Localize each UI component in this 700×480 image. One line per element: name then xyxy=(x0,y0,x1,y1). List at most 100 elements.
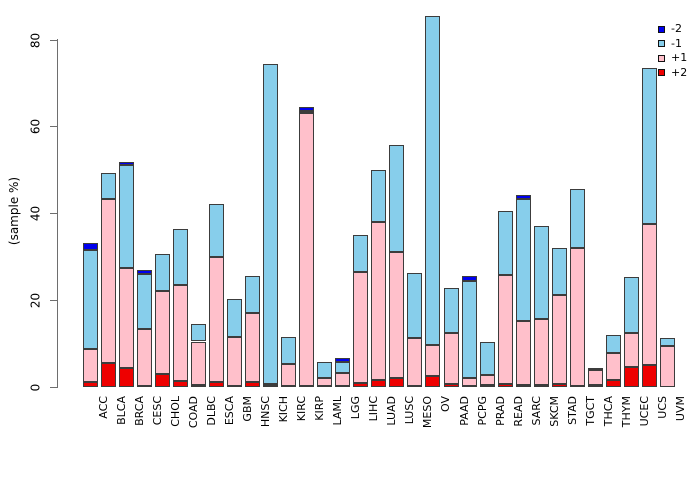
x-axis-label-OV: OV xyxy=(439,396,453,412)
bar-segment-THYM-+2 xyxy=(605,380,621,387)
bar-segment-LUSC--1 xyxy=(389,145,405,252)
bar-segment-STAD-+2 xyxy=(551,383,567,387)
bar-segment-UCEC-+2 xyxy=(624,366,639,387)
bar-segment-UVM--1 xyxy=(660,338,676,346)
bar-segment-ACC-+1 xyxy=(82,349,98,382)
x-axis-label-THCA: THCA xyxy=(601,396,615,427)
legend-label-+1: +1 xyxy=(671,51,688,65)
bar-segment-HNSC-+1 xyxy=(244,312,260,382)
bar-segment-PAAD-+1 xyxy=(443,333,459,384)
x-axis-label-PAAD: PAAD xyxy=(457,396,471,426)
bar-segment-KIRP--1 xyxy=(299,110,315,113)
x-axis-label-CHOL: CHOL xyxy=(168,396,182,427)
bar-segment-BRCA-+1 xyxy=(118,268,134,368)
x-axis-label-SARC: SARC xyxy=(529,396,543,426)
bar-segment-STAD--1 xyxy=(551,248,567,296)
y-axis-tick-label: 60 xyxy=(28,119,43,135)
x-axis-label-CESC: CESC xyxy=(150,396,164,426)
bar-segment-LAML--1 xyxy=(317,361,333,379)
bar-segment-LIHC-+1 xyxy=(353,271,369,383)
legend-label--1: -1 xyxy=(671,36,682,50)
x-axis-label-TGCT: TGCT xyxy=(583,396,597,426)
bar-segment-BRCA--2 xyxy=(118,162,134,166)
bar-segment-THCA-+1 xyxy=(587,369,603,386)
x-axis-label-UCEC: UCEC xyxy=(638,396,651,427)
bar-segment-PRAD-+1 xyxy=(479,374,495,385)
bar-segment-THCA--1 xyxy=(587,367,603,370)
x-axis-label-STAD: STAD xyxy=(565,396,579,425)
bar-segment-ACC--1 xyxy=(82,250,98,350)
y-axis-tick xyxy=(50,386,57,388)
bar-segment-DLBC--1 xyxy=(190,324,206,342)
bar-segment-CHOL--1 xyxy=(154,253,170,291)
bar-segment-ESCA--1 xyxy=(208,203,224,258)
x-axis-label-GBM: GBM xyxy=(240,396,254,422)
bar-segment-LUAD-+2 xyxy=(371,380,387,387)
y-axis-title: (sample %) xyxy=(7,176,21,246)
x-axis-label-LAML: LAML xyxy=(331,396,345,426)
x-axis-label-ESCA: ESCA xyxy=(222,396,236,426)
x-axis-label-UCS: UCS xyxy=(656,396,670,419)
bar-segment-KICH--1 xyxy=(263,64,278,384)
y-axis-tick xyxy=(50,213,57,215)
bar-segment-READ-+1 xyxy=(497,275,513,384)
bar-segment-HNSC--1 xyxy=(244,276,260,313)
bar-segment-CHOL-+1 xyxy=(154,290,170,374)
legend-swatch--2 xyxy=(658,25,665,33)
bar-segment-PCPG-+1 xyxy=(461,378,477,387)
bar-segment-KIRP--2 xyxy=(299,106,315,111)
bar-segment-SARC--2 xyxy=(515,194,531,199)
bar-segment-UCEC--1 xyxy=(624,276,639,334)
bar-segment-KICH-+1 xyxy=(263,383,278,386)
bar-segment-ESCA-+1 xyxy=(208,257,224,382)
y-axis-tick-label: 80 xyxy=(28,32,43,48)
x-axis-label-HNSC: HNSC xyxy=(258,396,272,428)
bar-segment-SARC--1 xyxy=(515,198,531,321)
bar-segment-TGCT-+1 xyxy=(569,248,585,387)
x-axis-label-KIRP: KIRP xyxy=(313,396,327,421)
bar-segment-OV--1 xyxy=(425,15,441,345)
x-axis-label-LIHC: LIHC xyxy=(367,396,381,422)
bar-segment-GBM--1 xyxy=(226,299,242,337)
bar-segment-PRAD-+2 xyxy=(479,384,495,387)
bar-segment-PAAD--1 xyxy=(443,288,459,334)
bar-segment-LIHC--1 xyxy=(353,234,369,272)
bar-segment-UVM-+1 xyxy=(660,345,676,387)
bar-segment-LUAD-+1 xyxy=(371,222,387,381)
y-axis-tick-label: 0 xyxy=(28,383,43,391)
bar-segment-LGG-+1 xyxy=(335,373,351,387)
bar-segment-MESO-+1 xyxy=(407,337,423,387)
bar-segment-STAD-+1 xyxy=(551,295,567,384)
bar-segment-ACC--2 xyxy=(82,242,98,251)
x-axis-label-READ: READ xyxy=(511,396,525,427)
bar-segment-TGCT--1 xyxy=(569,189,585,249)
x-axis-label-PRAD: PRAD xyxy=(493,396,507,426)
bar-segment-PRAD--1 xyxy=(479,341,495,375)
y-axis-tick-label: 20 xyxy=(28,292,43,308)
bar-segment-CESC--1 xyxy=(136,273,152,329)
bar-segment-MESO--1 xyxy=(407,272,423,338)
y-axis-tick-label: 40 xyxy=(28,205,43,222)
legend-label-+2: +2 xyxy=(671,65,688,79)
bar-segment-UCS-+1 xyxy=(642,224,658,365)
x-axis-label-LUSC: LUSC xyxy=(403,396,417,425)
bar-segment-COAD-+2 xyxy=(172,380,188,387)
y-axis-line xyxy=(57,39,58,388)
legend-swatch-+2 xyxy=(658,69,665,77)
bar-segment-LIHC-+2 xyxy=(353,382,369,387)
bar-segment-KIRP-+1 xyxy=(299,112,315,386)
bar-segment-READ--1 xyxy=(497,210,513,276)
bar-segment-UCS--1 xyxy=(642,67,658,225)
bar-segment-CESC-+1 xyxy=(136,328,152,387)
bar-segment-ACC-+2 xyxy=(82,381,98,387)
bar-segment-LAML-+1 xyxy=(317,378,333,387)
bar-segment-BRCA--1 xyxy=(118,165,134,269)
legend-swatch--1 xyxy=(658,40,665,48)
bar-segment-PAAD-+2 xyxy=(443,383,459,387)
bar-segment-SARC-+2 xyxy=(515,384,531,387)
bar-segment-COAD--1 xyxy=(172,229,188,286)
bar-segment-CESC--2 xyxy=(136,269,152,274)
bar-segment-HNSC-+2 xyxy=(244,381,260,387)
bar-segment-KIRC-+1 xyxy=(281,364,297,386)
